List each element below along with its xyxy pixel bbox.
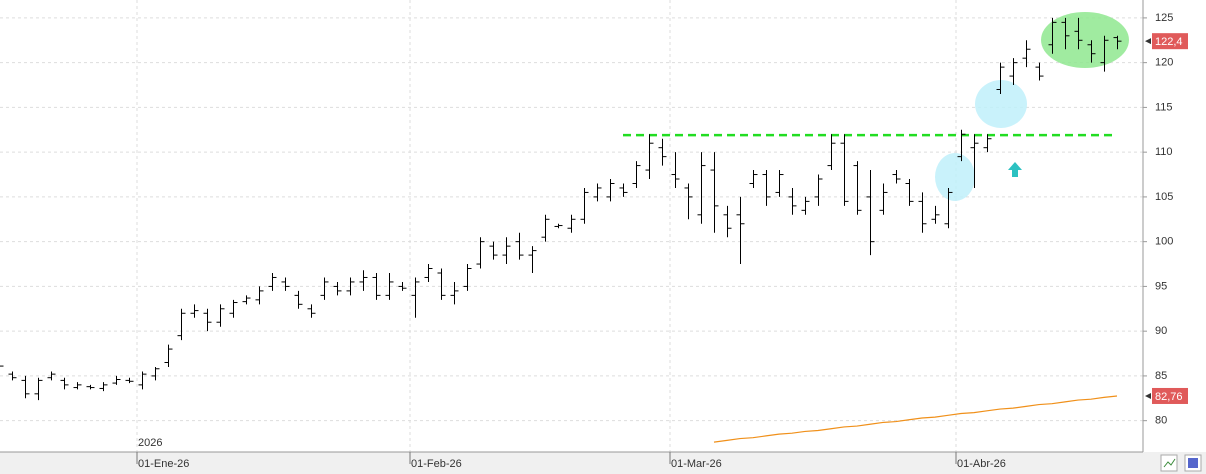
y-tick-label: 120: [1155, 57, 1173, 69]
marker-box: [1152, 33, 1188, 50]
marker-pointer: [1145, 392, 1151, 399]
y-tick-label: 105: [1155, 191, 1173, 203]
y-tick-label: 115: [1155, 101, 1173, 113]
highlight-ellipse: [1041, 12, 1129, 68]
y-tick-label: 125: [1155, 12, 1173, 24]
up-arrow: [1008, 162, 1022, 177]
highlight-ellipse: [935, 153, 975, 201]
highlight-ellipse: [975, 80, 1027, 128]
x-tick-label: 01-Mar-26: [671, 458, 722, 470]
marker-pointer: [1145, 38, 1151, 45]
y-tick-label: 110: [1155, 146, 1173, 158]
plot-area: [0, 0, 1147, 452]
save-icon: [1188, 458, 1198, 468]
y-tick-label: 85: [1155, 370, 1167, 382]
y-tick-label: 80: [1155, 415, 1167, 427]
zoom-icon: [1163, 458, 1176, 468]
marker-label: 82,76: [1155, 391, 1183, 403]
x-tick-label: 01-Abr-26: [957, 458, 1006, 470]
marker-box: [1152, 387, 1188, 404]
x-axis-bar: [0, 452, 1206, 474]
year-label: 2026: [138, 437, 162, 449]
price-bars: [0, 17, 1122, 401]
y-tick-label: 100: [1155, 236, 1173, 248]
moving-average-line: [713, 395, 1118, 443]
marker-label: 122,4: [1155, 36, 1183, 48]
y-tick-label: 95: [1155, 280, 1167, 292]
x-tick-label: 01-Feb-26: [411, 458, 462, 470]
x-tick-label: 01-Ene-26: [138, 458, 189, 470]
y-tick-label: 90: [1155, 325, 1167, 337]
